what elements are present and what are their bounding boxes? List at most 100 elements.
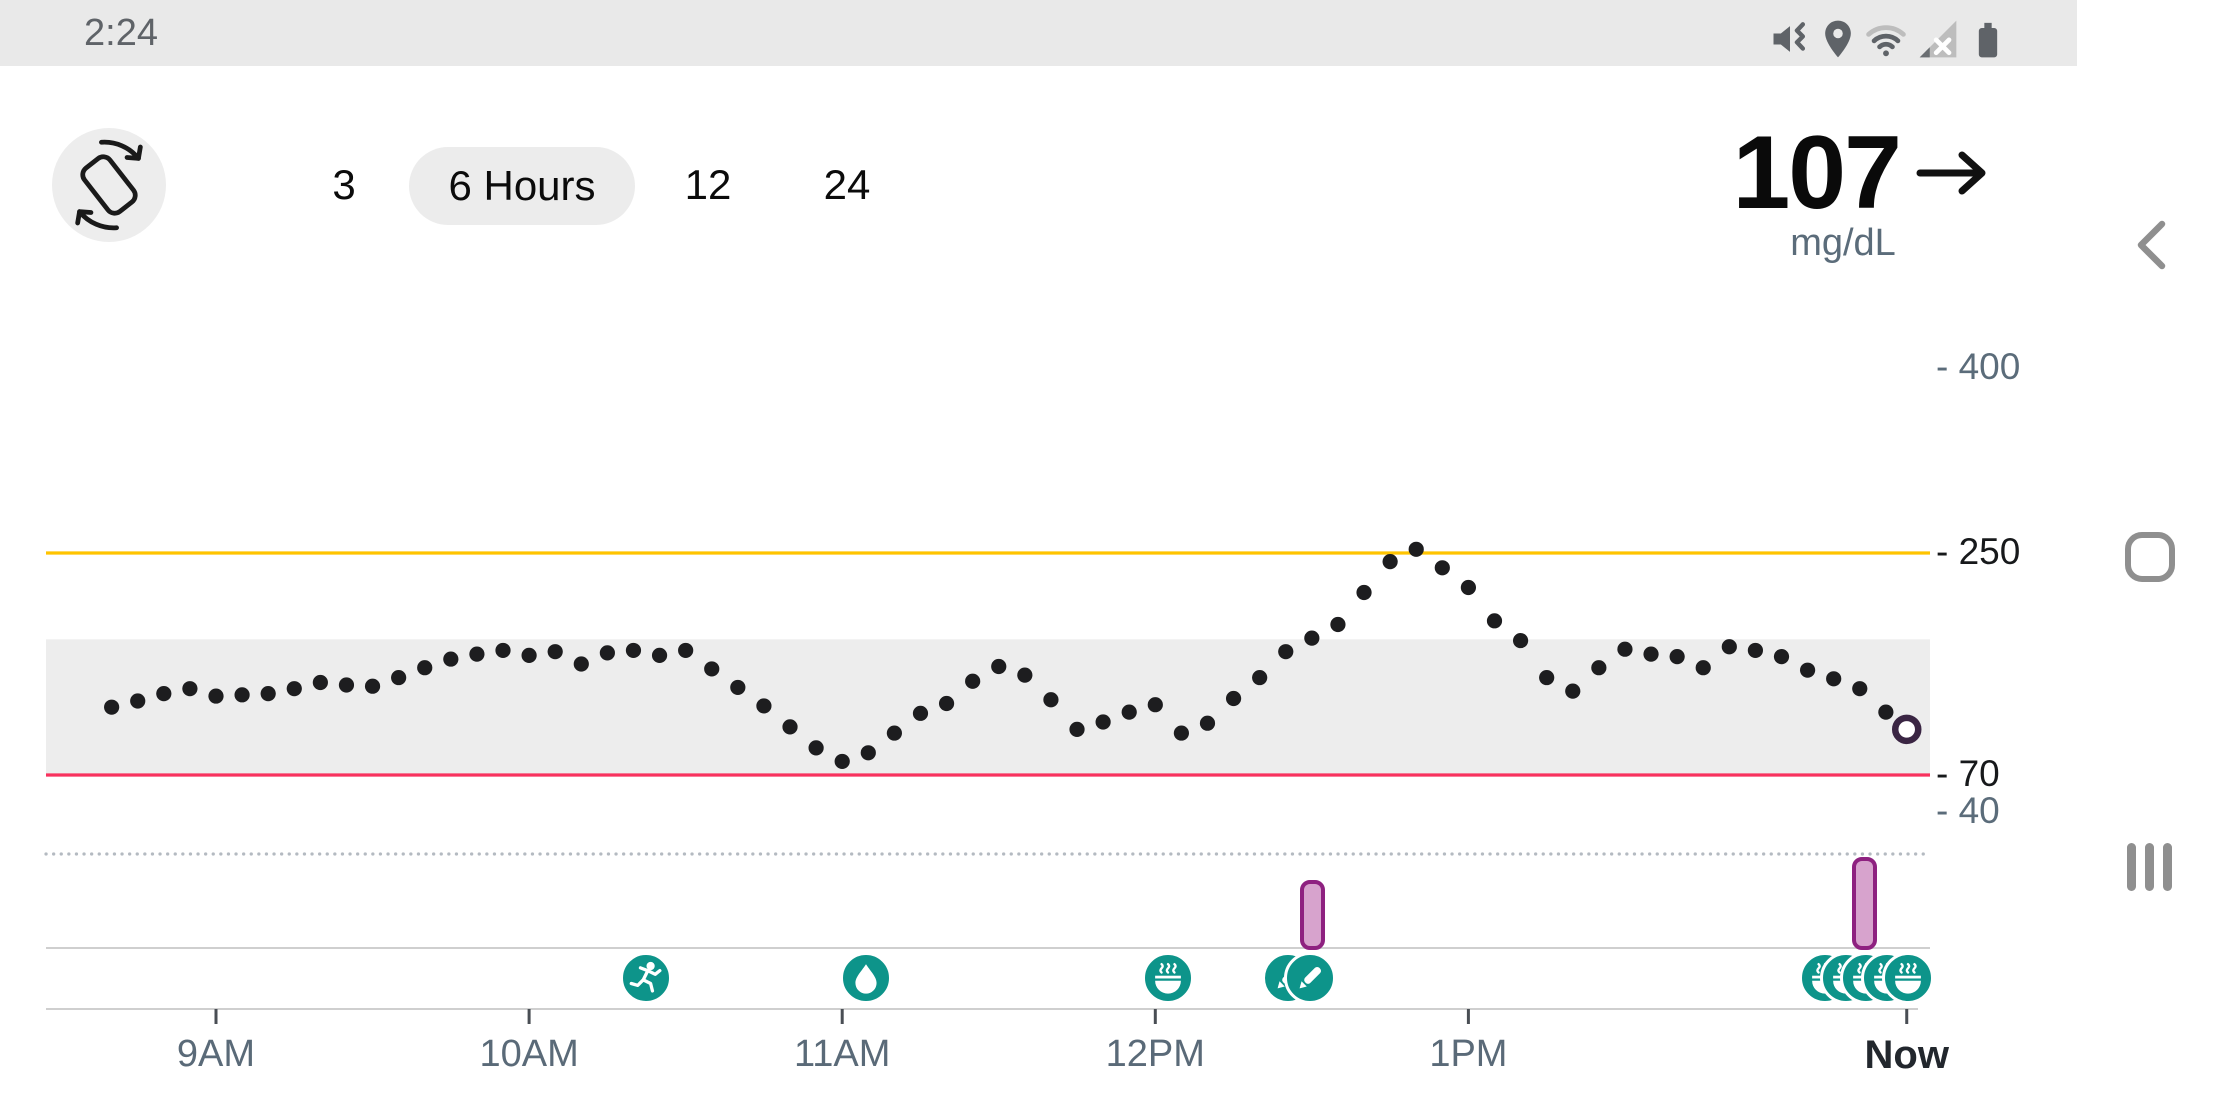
glucose-reading-dot — [1147, 697, 1163, 713]
glucose-reading-dot — [234, 687, 250, 703]
tab-3-hours[interactable]: 3 — [332, 161, 356, 208]
glucose-reading-dot — [521, 647, 537, 663]
glucose-reading-dot — [495, 642, 511, 659]
glucose-reading-dot — [1017, 667, 1033, 683]
glucose-reading-dot — [1773, 649, 1790, 665]
glucose-reading-dot — [678, 642, 694, 659]
glucose-reading-dot — [1826, 671, 1842, 687]
glucose-reading-dot — [704, 661, 720, 677]
rotate-screen-button[interactable] — [52, 128, 166, 242]
glucose-reading-dot — [1460, 579, 1476, 596]
glucose-reading-dot — [808, 740, 824, 756]
glucose-reading-dot — [1121, 704, 1137, 720]
glucose-reading-dot — [1617, 641, 1633, 657]
glucose-reading-dot — [1512, 632, 1529, 649]
glucose-reading-dot — [1304, 630, 1320, 646]
nav-recents-icon[interactable] — [2118, 835, 2182, 899]
glucose-reading-dot — [1043, 692, 1059, 708]
glucose-reading-dot — [625, 642, 642, 659]
glucose-reading-dot — [573, 656, 589, 672]
nav-back-icon[interactable] — [2118, 213, 2182, 277]
signal-no-network-icon — [1919, 20, 1957, 58]
x-axis-label-12pm: 12PM — [1105, 1033, 1205, 1075]
glucose-reading-dot — [417, 660, 433, 676]
glucose-reading-dot — [1747, 642, 1764, 659]
glucose-reading-dot — [912, 705, 929, 721]
glucose-reading-dot — [1408, 541, 1424, 557]
glucose-reading-dot — [1330, 616, 1346, 633]
wifi-icon — [1866, 25, 1906, 57]
x-axis-label-1pm: 1PM — [1429, 1033, 1508, 1075]
glucose-reading-dot — [1095, 714, 1111, 730]
x-axis-label-now: Now — [1864, 1033, 1949, 1077]
glucose-reading-dot — [1356, 584, 1372, 601]
glucose-reading-dot — [130, 693, 146, 709]
location-icon — [1825, 20, 1851, 58]
glucose-reading-dot — [156, 686, 172, 702]
glucose-reading-dot — [391, 669, 407, 686]
target-range-band — [46, 639, 1930, 775]
glucose-reading-dot — [1382, 554, 1398, 570]
status-time: 2:24 — [84, 12, 158, 54]
y-axis-label-400: - 400 — [1936, 346, 2021, 387]
glucose-unit-label: mg/dL — [1790, 222, 1896, 264]
glucose-reading-dot — [730, 679, 746, 696]
glucose-reading-dot — [1434, 560, 1450, 576]
glucose-reading-dot — [938, 695, 955, 712]
glucose-reading-dot — [1799, 662, 1816, 678]
glucose-reading-dot — [312, 674, 328, 691]
tab-12-hours[interactable]: 12 — [684, 161, 732, 208]
nav-home-icon[interactable] — [2118, 525, 2182, 589]
glucose-reading-dot — [1852, 681, 1868, 697]
glucose-reading-dot — [286, 681, 302, 697]
glucose-reading-dot — [1069, 721, 1085, 737]
glucose-reading-dot — [469, 646, 485, 662]
glucose-reading-dot — [991, 658, 1007, 675]
glucose-reading-dot — [834, 753, 850, 770]
glucose-reading-dot — [965, 673, 981, 689]
glucose-reading-dot — [1643, 646, 1659, 662]
runner-icon[interactable] — [620, 952, 672, 1004]
trend-steady-arrow-icon — [1916, 151, 1986, 195]
glucose-reading-dot — [260, 686, 276, 702]
glucose-reading-dot — [208, 688, 224, 704]
insulin-dose-bar[interactable] — [1300, 880, 1325, 950]
y-axis-label-250: - 250 — [1936, 531, 2021, 572]
battery-icon — [1978, 22, 1998, 58]
glucose-reading-dot — [547, 644, 563, 660]
x-axis-label-11am: 11AM — [793, 1033, 891, 1075]
glucose-reading-dot — [1721, 639, 1737, 655]
insulin-pen-icon[interactable] — [1284, 952, 1336, 1004]
y-axis-label-40: - 40 — [1936, 790, 2000, 831]
glucose-reading-dot — [1225, 690, 1242, 707]
meal-icon[interactable] — [1882, 952, 1934, 1004]
glucose-reading-dot — [1486, 613, 1503, 629]
water-drop-icon[interactable] — [840, 952, 892, 1004]
y-axis-label-70: - 70 — [1936, 753, 2000, 794]
glucose-reading-dot — [1278, 644, 1294, 660]
glucose-reading-dot — [651, 647, 668, 663]
glucose-reading-dot — [1252, 669, 1268, 686]
current-glucose-value[interactable]: 107 — [1732, 115, 1902, 231]
tab-24-hours[interactable]: 24 — [823, 161, 871, 208]
glucose-reading-dot — [1565, 683, 1581, 699]
current-reading-open-dot[interactable] — [1891, 714, 1922, 745]
glucose-reading-dot — [860, 745, 876, 761]
meal-icon[interactable] — [1142, 952, 1194, 1004]
rotate-phone-icon — [75, 139, 143, 231]
glucose-reading-dot — [1878, 704, 1894, 720]
glucose-reading-dot — [599, 645, 615, 661]
glucose-reading-dot — [756, 698, 772, 714]
glucose-reading-dot — [443, 651, 459, 667]
glucose-reading-dot — [1669, 649, 1685, 665]
glucose-reading-dot — [182, 681, 198, 697]
insulin-dose-bar[interactable] — [1852, 857, 1877, 950]
glucose-reading-dot — [104, 699, 120, 715]
tab-6-hours-selected[interactable]: 6 Hours — [409, 147, 635, 225]
glucose-reading-dot — [1199, 715, 1216, 731]
x-axis-label-10am: 10AM — [479, 1033, 579, 1075]
glucose-reading-dot — [1173, 725, 1189, 741]
glucose-reading-dot — [1591, 660, 1607, 676]
